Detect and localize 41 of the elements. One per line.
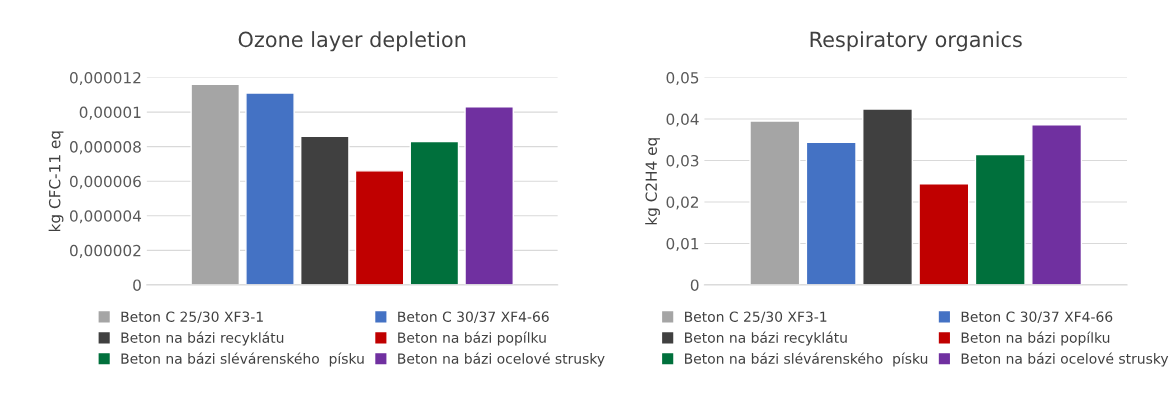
legend-label: Beton na bázi slévárenského písku <box>685 352 928 367</box>
legend-label: Beton C 30/37 XF4-66 <box>961 311 1113 324</box>
y-tick-label: 0,000012 <box>70 71 141 86</box>
y-axis-title: kg C2H4 eq <box>645 138 660 225</box>
bar <box>974 153 1026 285</box>
legend-label: Beton na bázi popílku <box>961 331 1110 346</box>
legend-label: Beton na bázi recyklátu <box>685 331 847 346</box>
legend-label: Beton C 30/37 XF4-66 <box>398 311 549 324</box>
legend-label: Beton na bázi popílku <box>398 331 546 346</box>
bar <box>805 141 857 285</box>
legend-label: Beton na bázi recyklátu <box>121 331 284 346</box>
y-tick-label: 0,000006 <box>70 175 141 189</box>
legend-label: Beton na bázi ocelové strusky <box>961 352 1169 367</box>
legend-label: Beton C 25/30 XF3-1 <box>685 311 827 324</box>
y-tick-label: 0,000004 <box>70 210 142 224</box>
bar <box>245 92 295 285</box>
bar <box>190 83 241 285</box>
y-tick-label: 0 <box>690 279 699 291</box>
y-tick-label: 0,00001 <box>79 106 141 120</box>
chart-title: Respiratory organics <box>810 31 1022 52</box>
bar <box>862 108 914 285</box>
bar <box>1031 124 1083 285</box>
y-tick-label: 0,000008 <box>70 141 141 155</box>
bar <box>354 170 405 285</box>
legend-label: Beton C 25/30 XF3-1 <box>121 311 263 324</box>
legend-label: Beton na bázi slévárenského písku <box>121 352 364 367</box>
chart-title: Ozone layer depletion <box>238 31 466 52</box>
y-axis-title: kg CFC-11 eq <box>48 131 64 232</box>
y-tick-label: 0,000002 <box>70 244 141 258</box>
bar <box>409 140 460 285</box>
y-tick-label: 0,02 <box>666 196 699 210</box>
y-tick-label: 0,05 <box>666 71 699 86</box>
y-tick-label: 0,01 <box>666 237 699 252</box>
bar <box>918 183 970 285</box>
y-tick-label: 0,03 <box>666 154 699 169</box>
y-tick-label: 0,04 <box>666 113 699 127</box>
y-tick-label: 0 <box>133 279 141 291</box>
bar <box>300 135 350 285</box>
legend-label: Beton na bázi ocelové strusky <box>398 352 605 367</box>
bar <box>749 120 801 285</box>
bar <box>464 106 514 285</box>
